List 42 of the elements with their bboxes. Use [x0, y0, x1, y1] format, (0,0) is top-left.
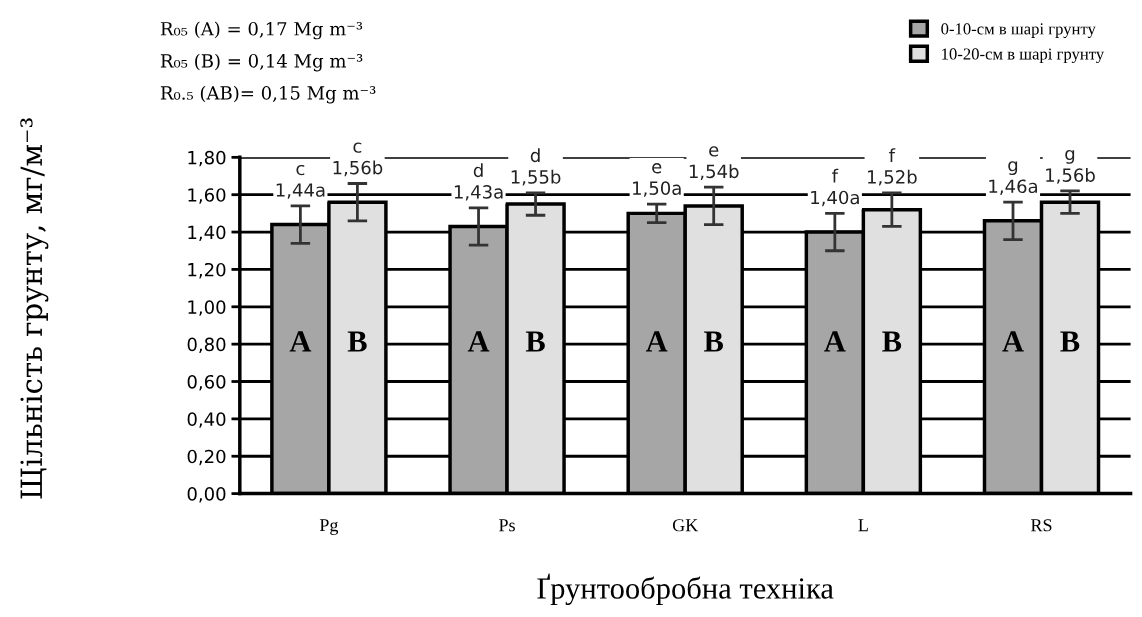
- annotation: B: [347, 331, 367, 352]
- y-tick-label: 0,80: [187, 337, 226, 354]
- y-tick-label: 1,20: [188, 262, 226, 279]
- y-tick-label: 1,40: [188, 225, 226, 242]
- data-label: f 1,40a: [811, 168, 859, 207]
- text: R₀₅ (B) = 0,14 Mg m⁻³: [160, 53, 363, 72]
- y-tick-label: 0,20: [187, 449, 226, 466]
- data-label: f 1,52b: [868, 148, 917, 186]
- data-label: g 1,56b: [1046, 149, 1095, 184]
- x-tick-label: L: [858, 519, 868, 532]
- annotation: B: [704, 331, 724, 352]
- legend-label: 0-10-см в шарі грунту: [941, 23, 1096, 38]
- data-label: c 1,56b: [333, 142, 383, 177]
- annotation: A: [467, 331, 490, 352]
- y-axis-title: Щільність грунту, мг/м⁻³: [20, 118, 49, 499]
- text: R₀₅ (A) = 0,17 Mg m⁻³: [160, 21, 363, 40]
- x-tick-label: GK: [672, 519, 699, 532]
- annotation: A: [645, 331, 668, 352]
- annotation: B: [525, 331, 545, 352]
- y-tick-label: 0,00: [187, 487, 226, 503]
- annotation: B: [882, 331, 902, 352]
- x-tick-label: Ps: [499, 519, 515, 532]
- data-label: c 1,44a: [276, 164, 325, 199]
- data-label: d 1,43a: [454, 163, 503, 201]
- y-tick-label: 0,60: [187, 374, 226, 391]
- annotation: A: [1002, 331, 1024, 352]
- y-tick-label: 1,80: [188, 150, 226, 167]
- y-tick-label: 1,00: [188, 300, 226, 316]
- text: R₀.₅ (AB)= 0,15 Mg m⁻³: [160, 85, 376, 104]
- annotation: A: [289, 331, 312, 352]
- annotation: A: [824, 331, 846, 352]
- y-tick-label: 0,40: [187, 412, 226, 428]
- data-label: g 1,46a: [989, 161, 1037, 195]
- legend-label: 10-20-см в шарі грунту: [942, 48, 1105, 64]
- x-tick-label: Pg: [319, 519, 339, 535]
- data-label: e 1,54b: [689, 146, 739, 181]
- x-tick-label: RS: [1030, 519, 1052, 532]
- annotation: B: [1060, 331, 1080, 352]
- data-label: d 1,55b: [511, 148, 561, 186]
- x-axis-title: Ґрунтообробна техніка: [537, 573, 834, 606]
- data-label: e 1,50a: [633, 163, 681, 197]
- y-tick-label: 1,60: [188, 188, 226, 204]
